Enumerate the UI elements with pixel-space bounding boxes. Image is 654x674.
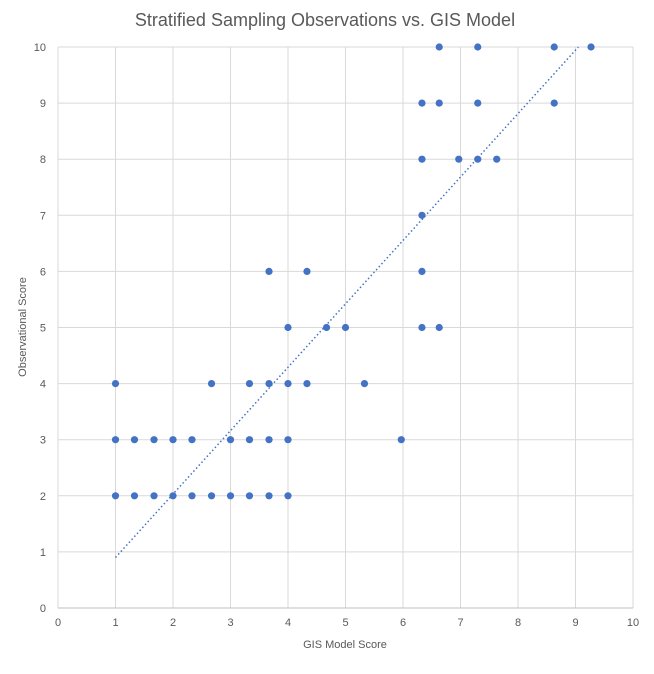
data-point [550, 43, 558, 51]
data-point [284, 323, 292, 332]
data-point [303, 380, 311, 388]
x-axis-label: GIS Model Score [303, 639, 387, 651]
data-point [474, 43, 482, 51]
data-point [130, 436, 139, 444]
data-point [397, 436, 405, 444]
data-point [150, 492, 158, 500]
data-point [455, 155, 463, 163]
data-point [435, 323, 443, 332]
data-point [265, 492, 273, 500]
data-point [226, 436, 235, 444]
data-point [207, 492, 216, 500]
data-point [188, 492, 196, 500]
data-point [303, 267, 311, 275]
data-point [188, 436, 196, 444]
data-point [226, 492, 235, 500]
x-tick-label: 3 [227, 617, 233, 629]
data-point [245, 380, 254, 388]
y-tick-label: 2 [40, 491, 46, 503]
x-tick-label: 5 [342, 617, 348, 629]
data-point [207, 380, 216, 388]
y-tick-label: 9 [40, 98, 46, 110]
y-axis-label: Observational Score [17, 277, 29, 377]
x-tick-label: 7 [457, 617, 463, 629]
data-point [169, 492, 177, 500]
y-tick-label: 8 [40, 154, 46, 166]
y-tick-label: 3 [40, 435, 46, 447]
y-tick-label: 1 [40, 547, 46, 559]
y-tick-label: 5 [40, 323, 46, 335]
data-point [284, 492, 292, 500]
trendline-layer [114, 46, 579, 559]
data-point [265, 436, 273, 444]
trendline [114, 46, 579, 559]
data-point [341, 323, 350, 332]
x-tick-label: 10 [627, 617, 639, 629]
data-point [169, 436, 177, 444]
data-point [111, 380, 120, 388]
x-tick-label: 8 [515, 617, 521, 629]
data-point [322, 323, 331, 332]
y-tick-label: 7 [40, 210, 46, 222]
data-point [245, 436, 254, 444]
data-point [474, 155, 482, 163]
y-tick-label: 10 [34, 42, 46, 54]
data-point [111, 492, 120, 500]
x-tick-label: 4 [285, 617, 291, 629]
data-point [435, 99, 443, 107]
data-point [493, 155, 501, 163]
data-point [265, 380, 273, 388]
data-point [418, 323, 426, 332]
data-point [130, 492, 139, 500]
data-point [550, 99, 558, 107]
data-point [265, 267, 273, 275]
data-point [284, 380, 292, 388]
y-tick-label: 6 [40, 266, 46, 278]
tick-label-layer: 0 1 2 3 4 5 6 7 8 9 10 0 1 2 3 4 5 6 7 8 9 10 [34, 42, 639, 629]
x-tick-label: 1 [112, 617, 118, 629]
points-layer [111, 43, 595, 500]
y-tick-label: 4 [40, 379, 46, 391]
data-point [474, 99, 482, 107]
x-tick-label: 2 [170, 617, 176, 629]
data-point [111, 436, 120, 444]
chart-title: Stratified Sampling Observations vs. GIS… [135, 10, 515, 30]
data-point [418, 267, 426, 275]
grid-layer [57, 46, 634, 609]
data-point [360, 380, 369, 388]
data-point [587, 43, 595, 51]
x-tick-label: 9 [572, 617, 578, 629]
data-point [284, 436, 292, 444]
data-point [435, 43, 443, 51]
data-point [418, 211, 426, 219]
data-point [418, 99, 426, 107]
data-point [150, 436, 158, 444]
x-tick-label: 0 [55, 617, 61, 629]
y-tick-label: 0 [40, 603, 46, 615]
x-tick-label: 6 [400, 617, 406, 629]
data-point [245, 492, 254, 500]
data-point [418, 155, 426, 163]
